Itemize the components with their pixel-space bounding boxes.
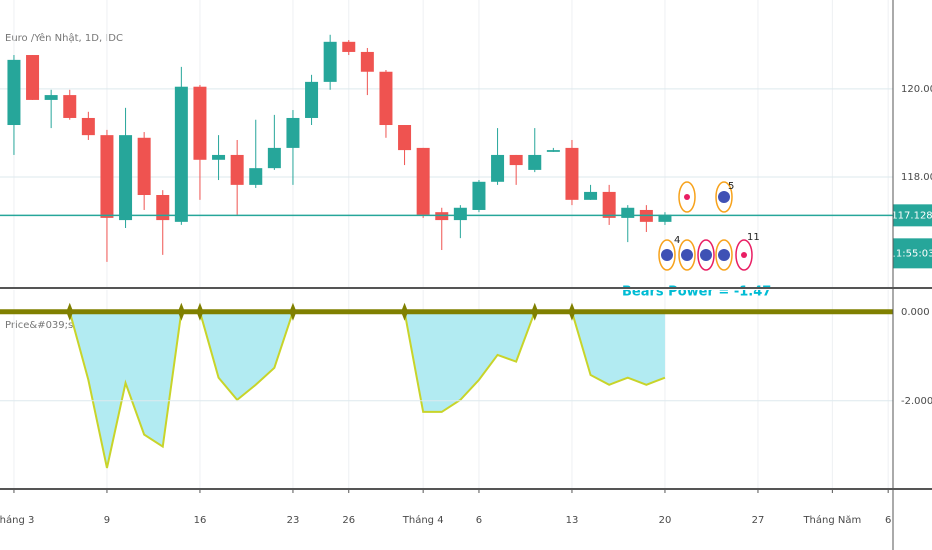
cross-marker [401, 302, 409, 321]
candle-body [305, 81, 319, 118]
candle-body [137, 137, 151, 196]
candle-body [398, 125, 412, 151]
candle-body [509, 154, 523, 166]
candle-body [360, 51, 374, 72]
chart-title: Euro /Yên Nhật, 1D, IDC [5, 32, 123, 44]
cross-marker [196, 302, 204, 321]
x-tick-label: Tháng 4 [402, 514, 444, 526]
x-tick-label: 6 [885, 515, 891, 526]
candle-body [435, 212, 449, 221]
candle-body [156, 195, 170, 221]
candle-body [416, 147, 430, 215]
event-dot [681, 249, 693, 261]
candle-body [286, 117, 300, 148]
event-dot [741, 252, 747, 258]
last-price-label: 117.128 [891, 210, 932, 221]
event-label: 5 [728, 181, 734, 192]
x-tick-label: 13 [566, 515, 579, 526]
candle-body [119, 135, 133, 221]
candle-body [584, 191, 598, 200]
cross-marker [568, 302, 576, 321]
event-dot [684, 194, 690, 200]
countdown-box [893, 238, 932, 269]
candle-body [472, 181, 486, 210]
x-tick-label: 26 [342, 515, 355, 526]
candle-body [7, 59, 21, 126]
candle-body [453, 207, 467, 221]
candle-body [174, 86, 188, 222]
event-label: 4 [674, 235, 680, 246]
event-dot [718, 249, 730, 261]
candle-body [81, 117, 95, 136]
x-tick-label: 20 [659, 515, 672, 526]
event-dot [718, 191, 730, 203]
event-dot [661, 249, 673, 261]
y-tick-label: 0.000 [901, 307, 930, 318]
x-tick-label: Tháng 3 [0, 514, 34, 526]
x-tick-label: 9 [104, 515, 110, 526]
candle-body [230, 154, 244, 185]
candle-body [658, 214, 672, 222]
candle-body [249, 168, 263, 185]
countdown-label: 11:55:03 [890, 248, 932, 259]
candle-body [491, 154, 505, 182]
last-price-box [893, 204, 932, 227]
y-tick-label: 118.000 [901, 172, 932, 183]
candle-body [26, 55, 40, 100]
candle-body [621, 207, 635, 218]
x-tick-label: 16 [194, 515, 207, 526]
candle-body [212, 154, 226, 160]
indicator-title: Price&#039;s Power (100) [5, 320, 137, 331]
candle-body [323, 41, 337, 82]
y-tick-label: -2.000 [901, 396, 932, 407]
candle-body [100, 135, 114, 218]
candle-body [379, 71, 393, 126]
candle-body [63, 95, 77, 118]
candle-body [193, 86, 207, 160]
candle-body [267, 147, 281, 169]
candle-body [44, 95, 58, 100]
y-tick-label: 120.000 [901, 84, 932, 95]
x-tick-label: 6 [476, 515, 482, 526]
candle-body [528, 154, 542, 170]
area-fill [13, 311, 665, 468]
event-dot [700, 249, 712, 261]
candle-body [565, 147, 579, 200]
cross-marker [66, 302, 74, 321]
x-tick-label: Tháng Năm [802, 514, 861, 526]
x-tick-label: 27 [752, 515, 765, 526]
x-tick-label: 23 [287, 515, 300, 526]
cross-marker [177, 302, 185, 321]
event-label: 11 [747, 232, 760, 243]
candle-body [546, 150, 560, 152]
candle-body [342, 41, 356, 52]
annotation: Bears Power = -1.47 [622, 285, 771, 300]
cross-marker [531, 302, 539, 321]
candle-body [602, 191, 616, 218]
cross-marker [289, 302, 297, 321]
